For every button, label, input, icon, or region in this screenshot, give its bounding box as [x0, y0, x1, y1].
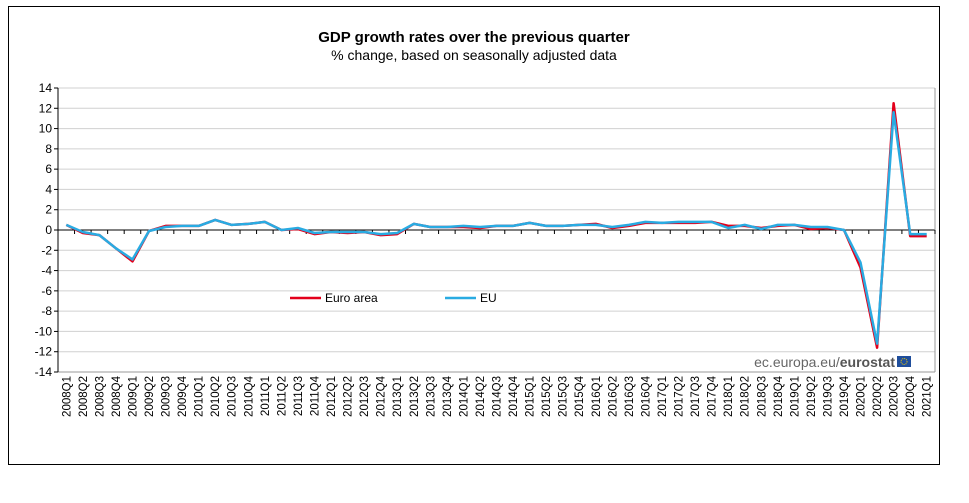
x-tick-label: 2008Q3 — [94, 376, 106, 417]
legend: Euro area EU — [290, 291, 497, 305]
y-tick-label: 10 — [39, 122, 53, 136]
series-line-eu — [65, 111, 927, 345]
x-tick-label: 2015Q4 — [574, 375, 586, 417]
x-tick-label: 2009Q2 — [144, 376, 156, 417]
y-tick-label: -10 — [35, 324, 53, 338]
x-tick-label: 2019Q1 — [789, 376, 801, 417]
x-tick-label: 2017Q2 — [674, 376, 686, 417]
eurostat-watermark: ec.europa.eu/eurostat — [754, 354, 911, 370]
y-tick-label: 12 — [39, 101, 53, 115]
x-tick-label: 2019Q4 — [839, 375, 851, 417]
series-lines — [65, 101, 927, 349]
x-tick-label: 2011Q4 — [309, 375, 321, 416]
x-tick-label: 2012Q2 — [343, 376, 355, 417]
chart-subtitle: % change, based on seasonally adjusted d… — [331, 47, 617, 63]
x-tick-label: 2014Q2 — [475, 376, 487, 417]
x-tick-label: 2013Q3 — [425, 376, 437, 417]
x-tick-label: 2015Q3 — [558, 376, 570, 417]
x-tick-label: 2016Q3 — [624, 376, 636, 417]
x-tick-label: 2014Q4 — [508, 375, 520, 417]
y-tick-label: 6 — [45, 162, 52, 176]
x-tick-label: 2011Q1 — [260, 376, 272, 416]
x-tick-label: 2010Q2 — [210, 376, 222, 417]
x-tick-label: 2008Q2 — [78, 376, 90, 417]
x-tick-label: 2010Q3 — [227, 376, 239, 417]
x-tick-label: 2014Q3 — [492, 376, 504, 417]
x-tick-label: 2018Q3 — [756, 376, 768, 417]
x-tick-label: 2011Q3 — [293, 376, 305, 416]
x-tick-label: 2016Q1 — [591, 376, 603, 417]
y-tick-label: 8 — [45, 142, 52, 156]
chart-title: GDP growth rates over the previous quart… — [318, 29, 630, 46]
x-tick-label: 2021Q1 — [922, 376, 934, 417]
y-tick-label: 0 — [45, 223, 52, 237]
x-tick-label: 2013Q1 — [392, 376, 404, 417]
y-axis-ticks: 14 12 10 8 6 4 2 0 -2 -4 -6 -8 -10 -12 -14 — [35, 81, 59, 379]
x-tick-label: 2014Q1 — [458, 376, 470, 417]
x-tick-label: 2019Q2 — [806, 376, 818, 417]
x-tick-label: 2008Q4 — [111, 375, 123, 417]
x-tick-label: 2010Q1 — [194, 376, 206, 417]
x-tick-label: 2017Q1 — [657, 376, 669, 417]
y-tick-label: -2 — [41, 243, 52, 257]
x-tick-label: 2015Q2 — [541, 376, 553, 417]
y-tick-label: -4 — [41, 264, 52, 278]
x-tick-label: 2010Q4 — [243, 375, 255, 417]
x-tick-label: 2016Q2 — [607, 376, 619, 417]
x-tick-label: 2015Q1 — [525, 376, 537, 417]
x-tick-label: 2019Q3 — [822, 376, 834, 417]
x-tick-label: 2008Q1 — [61, 376, 73, 417]
legend-label-euro-area: Euro area — [325, 291, 378, 305]
x-tick-label: 2009Q3 — [161, 376, 173, 417]
y-tick-label: 4 — [45, 182, 52, 196]
y-tick-label: 14 — [39, 81, 53, 95]
eu-flag-icon — [897, 356, 911, 367]
x-tick-label: 2012Q4 — [376, 375, 388, 417]
x-tick-label: 2011Q2 — [276, 376, 288, 416]
x-tick-label: 2018Q4 — [773, 375, 785, 417]
x-tick-label: 2018Q1 — [723, 376, 735, 417]
x-tick-label: 2017Q3 — [690, 376, 702, 417]
source-label: ec.europa.eu/eurostat — [754, 354, 895, 370]
x-tick-label: 2009Q1 — [127, 376, 139, 417]
x-tick-label: 2009Q4 — [177, 375, 189, 417]
gridlines — [58, 87, 936, 373]
x-tick-label: 2020Q3 — [889, 376, 901, 417]
chart-frame — [8, 6, 940, 465]
x-tick-label: 2012Q3 — [359, 376, 371, 417]
y-tick-label: -14 — [35, 365, 53, 379]
x-tick-label: 2018Q2 — [740, 376, 752, 417]
x-tick-label: 2020Q4 — [905, 375, 917, 417]
y-tick-label: 2 — [45, 203, 52, 217]
x-tick-label: 2020Q2 — [872, 376, 884, 417]
x-tick-label: 2020Q1 — [856, 376, 868, 417]
x-axis-ticks: 2008Q1 2008Q2 2008Q3 2008Q4 2009Q1 2009Q2 2009… — [61, 230, 936, 417]
y-tick-label: -8 — [41, 304, 52, 318]
legend-label-eu: EU — [480, 291, 497, 305]
y-tick-label: -12 — [35, 345, 53, 359]
x-tick-label: 2016Q4 — [640, 375, 652, 417]
x-tick-label: 2017Q4 — [707, 375, 719, 417]
x-tick-label: 2013Q2 — [409, 376, 421, 417]
x-tick-label: 2012Q1 — [326, 376, 338, 417]
y-tick-label: -6 — [41, 284, 52, 298]
x-tick-label: 2013Q4 — [442, 375, 454, 417]
